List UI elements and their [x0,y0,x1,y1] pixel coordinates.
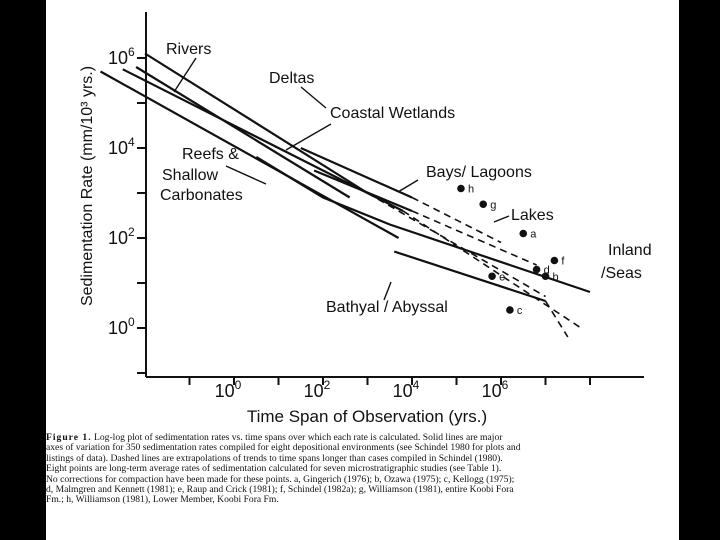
leader-line [397,179,419,193]
x-tick-sup: 4 [413,378,420,392]
series-bathyal-abyssal-solid [393,250,546,303]
series-inland-seas-solid [255,156,591,294]
point-a [519,229,528,238]
caption-line: Fm.; h, Williamson (1981), Lower Member,… [46,495,279,506]
leader-line [225,165,267,185]
env-label: Carbonates [160,187,243,204]
caption-line: listings of data). Dashed lines are extr… [46,453,503,464]
point-label-b: b [553,271,559,283]
series-bathyal-abyssal-dashed [544,300,569,338]
x-tick-sup: 6 [502,378,509,392]
y-tick-label: 100 [108,315,135,338]
point-h [457,184,465,193]
point-label-e: e [499,271,505,283]
y-tick-label: 104 [108,135,135,158]
caption-figure-label: Figure 1. [46,433,92,443]
leader-line [383,281,392,301]
x-axis-title: Time Span of Observation (yrs.) [247,407,487,426]
env-label: Deltas [269,70,314,87]
points-layer: a b c d e f g h [457,184,565,317]
x-tick-label: 104 [393,378,420,401]
x-tick-base: 10 [482,381,502,401]
figure-caption: Figure 1. Log-log plot of sedimentation … [46,433,679,540]
point-label-c: c [517,305,523,317]
leader-line [285,123,332,151]
caption-line: d, Malmgren and Kennett (1981); e, Raup … [46,485,514,496]
env-label: Reefs & [182,146,239,163]
series-deltas-solid [144,52,369,194]
y-tick-base: 10 [108,318,128,338]
point-label-f: f [561,256,565,268]
env-label: Coastal Wetlands [330,105,455,122]
point-label-a: a [530,229,537,241]
x-tick-label: 100 [215,378,242,401]
env-label: Rivers [166,41,211,58]
x-tick-sup: 0 [235,378,242,392]
x-tick-label: 106 [482,378,509,401]
point-c [506,306,514,314]
env-label: Shallow [162,167,218,184]
point-label-d: d [544,265,550,277]
env-label: Bathyal / Abyssal [326,299,448,316]
leader-line [300,86,327,109]
point-b [541,272,550,281]
y-tick-sup: 0 [128,315,135,329]
y-tick-base: 10 [108,138,128,158]
env-label: /Seas [601,265,642,282]
caption-line: No corrections for compaction have been … [46,474,515,485]
caption-line: Eight points are long-term average rates… [46,464,502,475]
env-label: Inland [608,242,652,259]
y-tick-base: 10 [108,48,128,68]
y-axis-title: Sedimentation Rate (mm/10³ yrs.) [79,66,96,306]
series-layer [99,52,591,338]
point-label-g: g [490,199,496,211]
series-lakes-solid [313,169,413,213]
series-bays-lagoons-dashed [411,196,502,244]
caption-line: Log-log plot of sedimentation rates vs. … [94,433,503,443]
labels-layer: Rivers Deltas Coastal Wetlands Reefs & Shall… [160,41,652,316]
point-g [479,200,488,209]
y-tick-label: 106 [108,45,135,68]
series-coastal-wetlands-solid [135,66,351,199]
series-rivers-solid [99,70,400,239]
series-lakes-dashed [411,210,537,266]
leader-line [173,57,197,93]
point-e [488,272,496,281]
leader-line [493,215,510,223]
x-tick-sup: 2 [324,378,331,392]
point-d [532,265,541,274]
series-deltas-dashed [367,192,546,298]
x-tick-base: 10 [215,381,235,401]
series-bays-lagoons-solid [300,146,413,199]
y-tick-sup: 6 [128,45,135,59]
point-label-h: h [468,184,474,196]
y-tick-sup: 2 [128,225,135,239]
y-tick-label: 102 [108,225,135,248]
x-tick-base: 10 [304,381,324,401]
y-tick-sup: 4 [128,135,135,149]
x-tick-label: 102 [304,378,331,401]
y-tick-base: 10 [108,228,128,248]
env-label: Bays/ Lagoons [426,164,532,181]
x-tick-base: 10 [393,381,413,401]
env-label: Lakes [511,207,554,224]
caption-line: axes of variation for 350 sedimentation … [46,443,521,454]
point-f [550,256,559,265]
